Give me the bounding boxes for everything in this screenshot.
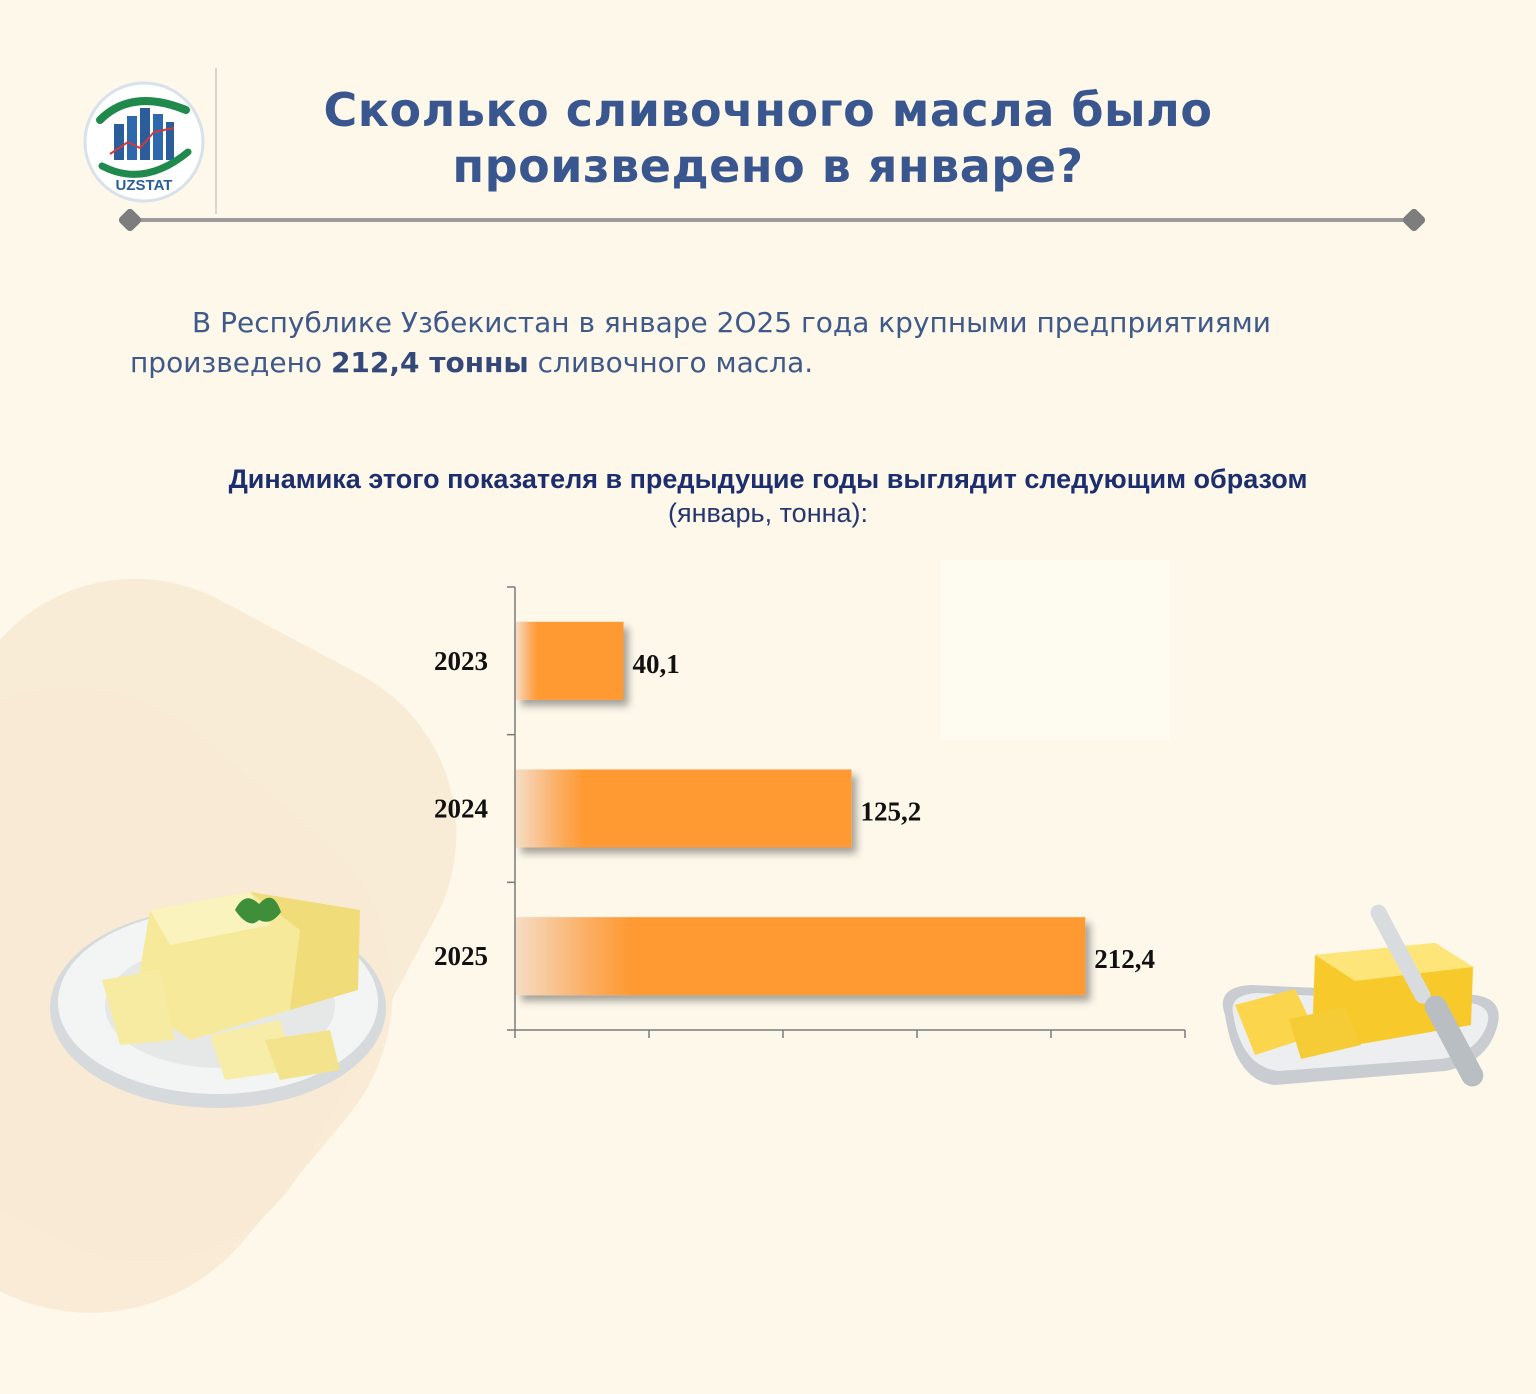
background-panel xyxy=(940,560,1170,740)
intro-paragraph: В Республике Узбекистан в январе 2О25 го… xyxy=(130,303,1420,383)
logo-text: UZSTAT xyxy=(116,177,173,194)
butter-dish-image xyxy=(1222,904,1499,1087)
bar-chart: 2023 40,1 2024 125,2 2025 212,4 xyxy=(400,575,1220,1059)
header-divider xyxy=(128,218,1412,222)
logo-divider xyxy=(215,68,217,214)
intro-text-end: сливочного масла. xyxy=(528,346,814,379)
title-line-2: произведено в январе? xyxy=(452,139,1084,193)
bar-chart-svg: 2023 40,1 2024 125,2 2025 212,4 xyxy=(434,586,1186,1038)
intro-text: В Республике Узбекистан в январе 2О25 го… xyxy=(130,306,1271,379)
value-label-2023: 40,1 xyxy=(632,649,679,679)
chart-title: Динамика этого показателя в предыдущие г… xyxy=(228,464,1308,494)
intro-highlight: 212,4 тонны xyxy=(330,346,529,379)
category-label-2023: 2023 xyxy=(434,646,488,676)
category-label-2025: 2025 xyxy=(434,941,488,971)
bar-2024 xyxy=(516,769,852,848)
chart-subtitle: Динамика этого показателя в предыдущие г… xyxy=(120,462,1416,530)
bar-2023 xyxy=(516,621,624,700)
bar-2025 xyxy=(516,917,1086,996)
divider-end-dot xyxy=(1401,207,1427,233)
title-line-1: Сколько сливочного масла было xyxy=(323,83,1213,137)
butter-plate-image xyxy=(50,892,386,1108)
divider-end-dot xyxy=(117,207,143,233)
chart-units: (январь, тонна): xyxy=(667,498,869,528)
category-label-2024: 2024 xyxy=(434,794,488,824)
uzstat-logo: UZSTAT xyxy=(83,81,205,203)
value-label-2025: 212,4 xyxy=(1094,944,1155,974)
value-label-2024: 125,2 xyxy=(861,797,922,827)
page-title: Сколько сливочного масла было произведен… xyxy=(240,82,1296,194)
